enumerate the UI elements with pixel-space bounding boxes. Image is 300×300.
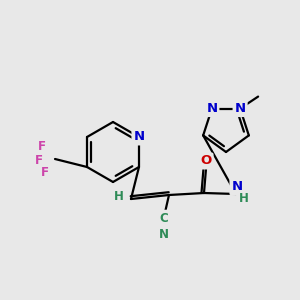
Text: F: F xyxy=(38,140,46,154)
Text: N: N xyxy=(206,102,218,115)
Text: C: C xyxy=(160,212,168,224)
Text: O: O xyxy=(200,154,211,167)
Text: F: F xyxy=(41,166,49,178)
Text: N: N xyxy=(159,227,169,241)
Text: H: H xyxy=(114,190,124,202)
Text: H: H xyxy=(239,193,249,206)
Text: N: N xyxy=(235,102,246,115)
Text: N: N xyxy=(231,181,242,194)
Text: N: N xyxy=(134,130,145,143)
Text: F: F xyxy=(35,154,43,166)
